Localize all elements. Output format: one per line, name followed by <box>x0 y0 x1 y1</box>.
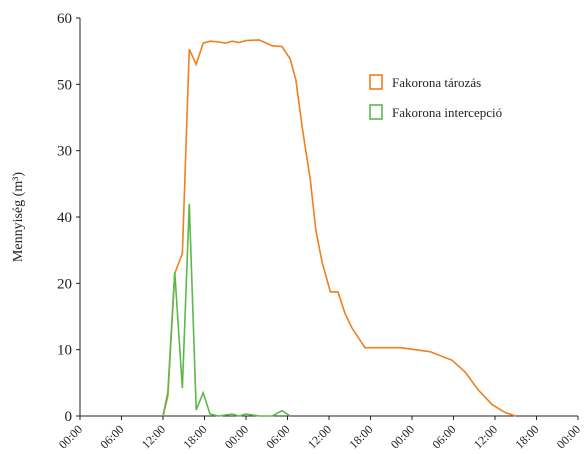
x-tick-label: 18:00 <box>512 422 541 451</box>
x-tick-label: 06:00 <box>97 422 126 451</box>
legend-swatch <box>369 74 383 90</box>
x-tick-label: 18:00 <box>346 422 375 451</box>
legend-label: Fakorona intercepció <box>392 105 502 120</box>
x-tick-label: 00:00 <box>56 422 85 451</box>
x-tick-label: 00:00 <box>554 422 583 451</box>
legend-swatch <box>369 104 383 120</box>
x-tick-label: 12:00 <box>305 422 334 451</box>
y-axis-label: Mennyiség (m³) <box>11 172 26 262</box>
x-tick-label: 12:00 <box>139 422 168 451</box>
legend-label: Fakorona tározás <box>392 75 481 90</box>
series-line <box>162 39 516 417</box>
series-line <box>162 203 291 417</box>
x-tick-label: 06:00 <box>263 422 292 451</box>
x-tick-label: 00:00 <box>388 422 417 451</box>
y-tick-label: 50 <box>57 77 72 93</box>
x-tick-label: 12:00 <box>471 422 500 451</box>
y-tick-label: 30 <box>57 144 72 160</box>
y-tick-label: 10 <box>57 343 72 359</box>
y-tick-label: 40 <box>57 210 72 226</box>
y-tick-label: 0 <box>65 409 73 425</box>
x-tick-label: 00:00 <box>222 422 251 451</box>
y-tick-label: 20 <box>57 276 72 292</box>
x-tick-label: 06:00 <box>429 422 458 451</box>
x-tick-label: 18:00 <box>180 422 209 451</box>
y-tick-label: 60 <box>57 11 72 27</box>
